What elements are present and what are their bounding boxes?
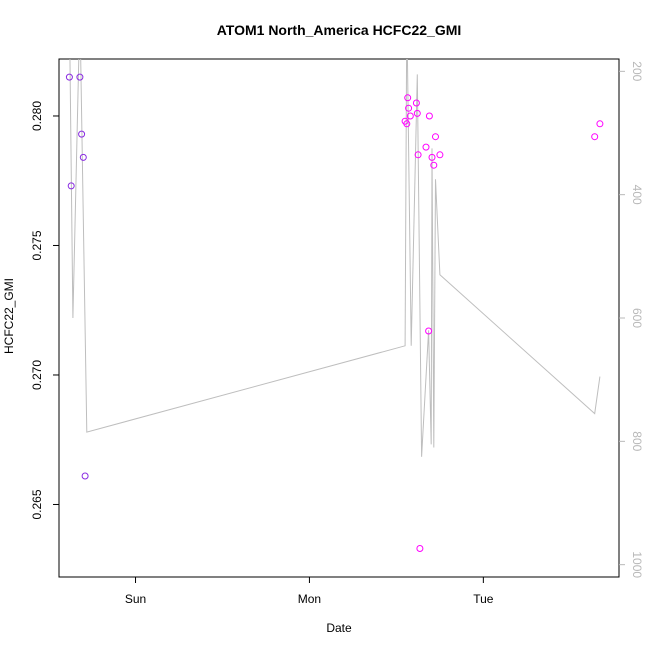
y2-tick-label: 600 — [630, 308, 644, 328]
data-point — [78, 130, 86, 138]
y2-tick-label: 800 — [630, 431, 644, 451]
data-point — [591, 133, 599, 141]
y2-tick-label: 1000 — [630, 551, 644, 578]
line-series-layer — [69, 59, 601, 457]
data-point — [413, 109, 421, 117]
data-point — [81, 472, 89, 480]
plot-frame — [58, 58, 620, 578]
data-point — [425, 112, 433, 120]
y-tick-label: 0.265 — [30, 489, 44, 519]
y-tick-label: 0.270 — [30, 360, 44, 390]
x-tick-label: Mon — [298, 592, 321, 606]
data-point — [412, 99, 420, 107]
data-point — [428, 153, 436, 161]
data-point — [403, 120, 411, 128]
data-point — [436, 151, 444, 159]
data-point — [404, 94, 412, 102]
y-tick-label: 0.280 — [30, 101, 44, 131]
y-axis-label: HCFC22_GMI — [2, 278, 16, 354]
y-tick-label: 0.275 — [30, 230, 44, 260]
data-point — [596, 120, 604, 128]
data-point — [405, 104, 413, 112]
x-tick-label: Tue — [473, 592, 494, 606]
data-point — [430, 161, 438, 169]
y2-tick-label: 400 — [630, 185, 644, 205]
data-point — [67, 182, 75, 190]
data-point — [432, 133, 439, 141]
series-line — [69, 59, 601, 457]
x-tick-label: Sun — [125, 592, 146, 606]
points-layer — [65, 73, 604, 552]
x-axis: Sun Mon Tue — [125, 577, 494, 606]
y2-tick-label: 200 — [630, 61, 644, 81]
data-point — [65, 73, 73, 81]
data-point — [76, 73, 84, 81]
data-point — [416, 545, 424, 552]
data-point — [422, 143, 430, 151]
data-point — [79, 153, 87, 161]
chart-title: ATOM1 North_America HCFC22_GMI — [217, 22, 462, 38]
y-axis-right: 200 400 600 800 1000 — [619, 61, 644, 578]
y-axis-left: 0.265 0.270 0.275 0.280 — [30, 101, 59, 520]
x-axis-label: Date — [326, 621, 352, 635]
data-point — [414, 151, 422, 159]
data-point — [425, 327, 433, 335]
data-point — [406, 112, 414, 120]
